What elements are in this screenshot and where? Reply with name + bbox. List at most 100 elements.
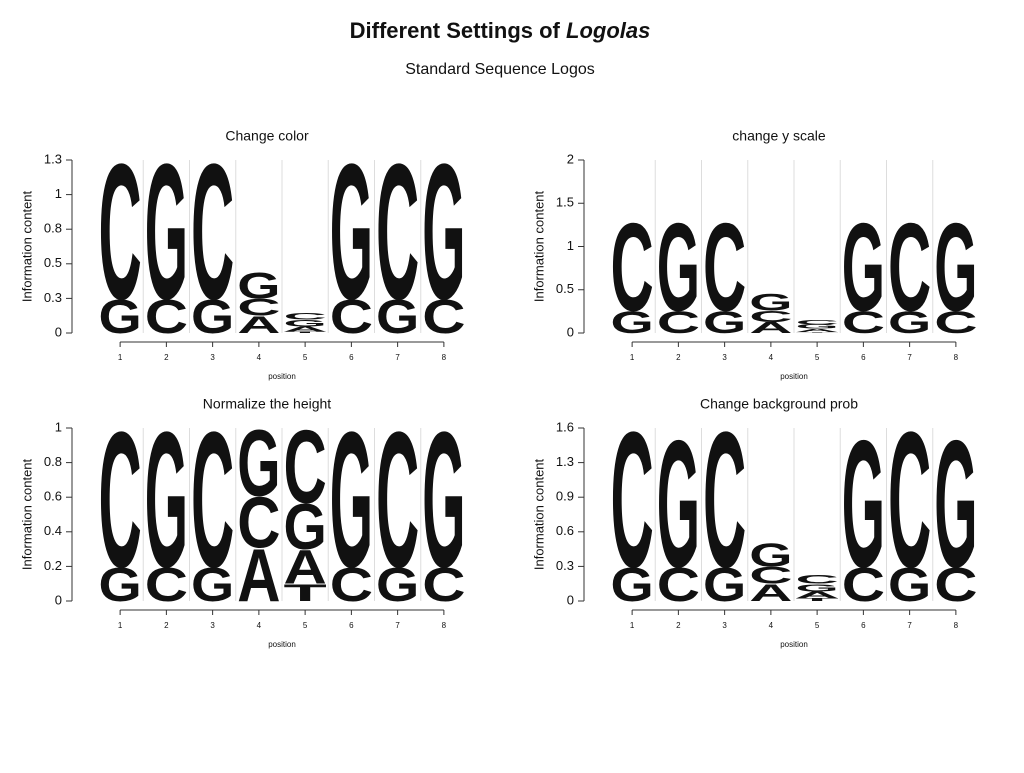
x-tick-label: 4 — [257, 353, 262, 362]
logo-letter: C — [376, 124, 419, 340]
x-axis-label: position — [268, 640, 296, 649]
logo-letter: T — [796, 597, 840, 602]
x-tick-label: 8 — [954, 353, 959, 362]
y-tick-label: 1.3 — [44, 151, 62, 166]
logo-letter: G — [145, 392, 188, 608]
logo-letter: C — [611, 392, 654, 608]
x-axis-label: position — [780, 640, 808, 649]
y-tick-label: 0 — [55, 592, 62, 607]
logo-letter: G — [888, 304, 931, 339]
panel-title: Change color — [225, 128, 309, 144]
logo-letter: G — [611, 558, 654, 612]
logo-letter: G — [237, 265, 280, 307]
logo-letter: G — [99, 290, 142, 344]
x-tick-label: 3 — [210, 621, 215, 630]
logo-letter: G — [330, 392, 373, 608]
x-tick-label: 5 — [303, 621, 308, 630]
x-tick-label: 1 — [118, 353, 123, 362]
logo-letter: A — [237, 311, 280, 338]
x-tick-label: 6 — [861, 621, 866, 630]
y-tick-label: 0.6 — [44, 489, 62, 504]
x-tick-label: 4 — [257, 621, 262, 630]
x-tick-label: 7 — [395, 621, 400, 630]
logo-letter: C — [99, 392, 142, 608]
logo-letter: C — [422, 289, 465, 343]
x-tick-label: 1 — [630, 353, 635, 362]
y-tick-label: 0 — [567, 324, 574, 339]
y-tick-label: 1 — [55, 186, 62, 201]
logo-letter: G — [99, 558, 142, 612]
x-tick-label: 3 — [210, 353, 215, 362]
logo-letter: C — [145, 289, 188, 343]
logo-letter: G — [145, 124, 188, 340]
y-axis-label: Information content — [19, 458, 34, 570]
x-tick-label: 7 — [907, 353, 912, 362]
panel-title: Change background prob — [700, 396, 858, 412]
x-tick-label: 6 — [861, 353, 866, 362]
x-tick-label: 5 — [815, 353, 820, 362]
logo-letter: C — [330, 557, 373, 611]
logo-letter: C — [888, 392, 931, 608]
logo-letter: C — [376, 392, 419, 608]
logo-letter: T — [796, 332, 840, 333]
x-tick-label: 8 — [442, 353, 447, 362]
y-tick-label: 1.5 — [556, 195, 574, 210]
logo-letter: C — [191, 392, 234, 608]
logo-letter: G — [749, 537, 792, 574]
y-tick-label: 1.6 — [556, 419, 574, 434]
logo-letter: G — [842, 197, 885, 338]
logo-letter: A — [284, 540, 327, 594]
logo-letter: A — [237, 535, 280, 618]
x-axis-label: position — [780, 372, 808, 381]
logo-letter: G — [376, 290, 419, 344]
logo-letter: G — [657, 197, 700, 338]
logo-letter: A — [749, 319, 792, 337]
logo-letter: G — [330, 124, 373, 340]
title-text: Different Settings of — [350, 18, 561, 43]
logo-letter: G — [934, 404, 977, 605]
logo-letter: A — [796, 590, 839, 600]
x-tick-label: 4 — [769, 621, 774, 630]
y-tick-label: 0 — [567, 592, 574, 607]
x-tick-label: 2 — [676, 353, 681, 362]
x-tick-label: 3 — [722, 353, 727, 362]
logo-panel: Normalize the height Information content 0… — [19, 392, 465, 649]
logo-letter: A — [284, 325, 327, 333]
logo-letter: C — [237, 294, 280, 321]
logo-letter: C — [284, 408, 327, 524]
logo-letter: A — [796, 328, 839, 333]
logo-letter: G — [191, 290, 234, 344]
y-tick-label: 1 — [567, 238, 574, 253]
x-tick-label: 1 — [118, 621, 123, 630]
logo-letter: G — [796, 582, 839, 594]
x-tick-label: 6 — [349, 621, 354, 630]
x-tick-label: 8 — [954, 621, 959, 630]
logo-letter: C — [237, 483, 280, 564]
logo-letter: G — [842, 404, 885, 605]
logo-letter: G — [422, 392, 465, 608]
logo-letter: C — [330, 289, 373, 343]
y-tick-label: 1 — [55, 419, 62, 434]
logo-panel: change y scale Information content 0 0.5 1 1.… — [531, 128, 977, 381]
logo-letter: C — [749, 562, 792, 589]
logo-letter: G — [888, 558, 931, 612]
x-tick-label: 2 — [676, 621, 681, 630]
logo-letter: T — [284, 331, 328, 333]
y-axis-label: Information content — [19, 190, 34, 302]
logo-letter: C — [657, 305, 700, 340]
logo-letter: G — [284, 318, 327, 328]
logo-letter: G — [934, 197, 977, 338]
logo-letter: G — [611, 304, 654, 339]
slide-subtitle: Standard Sequence Logos — [405, 61, 594, 78]
logo-letter: G — [657, 404, 700, 605]
logo-letter: C — [191, 124, 234, 340]
logo-letter: C — [657, 557, 700, 611]
x-tick-label: 2 — [164, 353, 169, 362]
y-tick-label: 0.5 — [556, 281, 574, 296]
x-tick-label: 5 — [303, 353, 308, 362]
y-tick-label: 1.3 — [556, 454, 574, 469]
x-tick-label: 7 — [395, 353, 400, 362]
logo-letter: C — [796, 319, 839, 326]
y-tick-label: 0.2 — [44, 558, 62, 573]
